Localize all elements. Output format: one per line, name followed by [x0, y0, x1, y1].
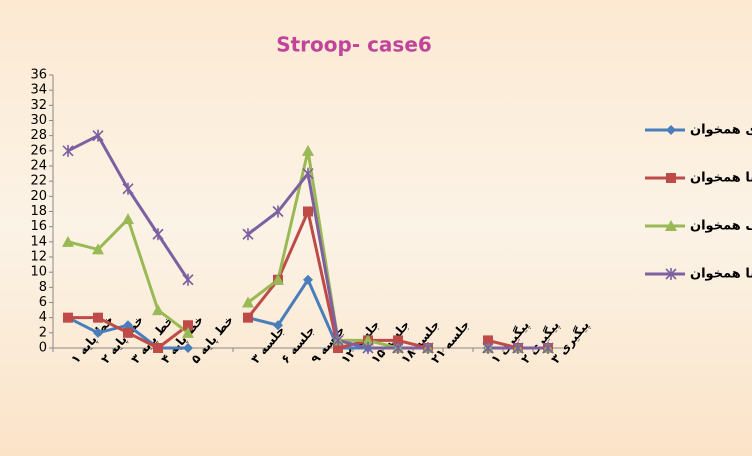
chart-title: Stroop- case6: [276, 33, 432, 57]
y-tick-label: 10: [30, 265, 47, 280]
y-tick-label: 8: [39, 280, 47, 295]
marker: [93, 313, 103, 323]
marker: [153, 343, 163, 353]
y-tick-label: 0: [39, 341, 47, 356]
legend-label: خطای نا همخوان: [690, 171, 752, 186]
marker: [123, 328, 133, 338]
marker: [243, 313, 253, 323]
marker: [63, 313, 73, 323]
y-tick-label: 32: [30, 98, 47, 113]
marker: [666, 173, 676, 183]
legend-label: خطای همخوان: [690, 123, 752, 138]
y-tick-label: 14: [30, 234, 47, 249]
chart: Stroop- case6 02468101214161820222426283…: [0, 0, 752, 456]
legend-label: حذف همخوان: [690, 219, 752, 234]
background: [0, 0, 752, 456]
y-tick-label: 30: [30, 113, 47, 128]
y-tick-label: 6: [39, 295, 47, 310]
marker: [303, 207, 313, 217]
y-tick-label: 12: [30, 250, 47, 265]
page: {"chart_data": {"type": "line", "title":…: [0, 0, 752, 456]
y-tick-label: 36: [30, 68, 47, 83]
legend-label: حذف نا همخوان: [690, 267, 752, 282]
y-tick-label: 2: [39, 325, 47, 340]
y-tick-label: 16: [30, 219, 47, 234]
y-tick-label: 20: [30, 189, 47, 204]
y-tick-label: 28: [30, 128, 47, 143]
y-tick-label: 24: [30, 159, 47, 174]
y-tick-label: 26: [30, 143, 47, 158]
y-tick-label: 22: [30, 174, 47, 189]
y-tick-label: 4: [39, 310, 47, 325]
y-tick-label: 18: [30, 204, 47, 219]
y-tick-label: 34: [30, 83, 47, 98]
